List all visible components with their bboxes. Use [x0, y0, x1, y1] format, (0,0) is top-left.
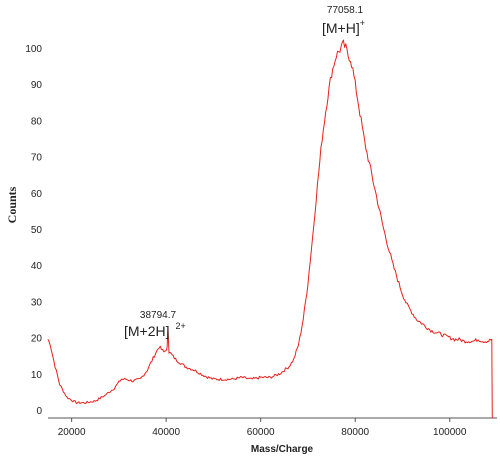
x-tick-label: 40000	[152, 427, 180, 438]
x-tick-label: 80000	[341, 427, 369, 438]
dimer-peak-ion-label: [M+2H] 2+	[124, 321, 186, 339]
main-peak-ion-label: [M+H]+	[322, 18, 365, 36]
main-peak-charge: +	[360, 18, 365, 28]
dimer-peak-ion: [M+2H]	[124, 323, 170, 339]
dimer-peak-value: 38794.7	[140, 310, 177, 321]
main-peak-value: 77058.1	[327, 5, 364, 16]
x-axis-ticks: 20000 40000 60000 80000 100000	[58, 418, 467, 438]
y-tick-label: 60	[31, 189, 43, 200]
y-tick-label: 0	[36, 406, 42, 417]
y-tick-label: 70	[31, 153, 43, 164]
x-tick-label: 20000	[58, 427, 86, 438]
y-axis-label: Counts	[5, 186, 19, 223]
x-tick-label: 60000	[247, 427, 275, 438]
x-tick-label: 100000	[433, 427, 467, 438]
y-tick-label: 100	[25, 44, 42, 55]
dimer-peak-charge: 2+	[176, 321, 186, 331]
y-tick-label: 50	[31, 225, 43, 236]
y-tick-label: 10	[31, 370, 43, 381]
y-tick-label: 30	[31, 297, 43, 308]
y-tick-label: 20	[31, 334, 43, 345]
y-tick-label: 80	[31, 116, 43, 127]
main-peak-ion: [M+H]	[322, 20, 360, 36]
spectrum-line	[47, 39, 493, 419]
y-tick-label: 40	[31, 261, 43, 272]
y-tick-label: 90	[31, 80, 43, 91]
y-axis-ticks: 0 10 20 30 40 50 60 70 80 90 100	[25, 44, 42, 417]
x-axis-label: Mass/Charge	[251, 444, 314, 455]
